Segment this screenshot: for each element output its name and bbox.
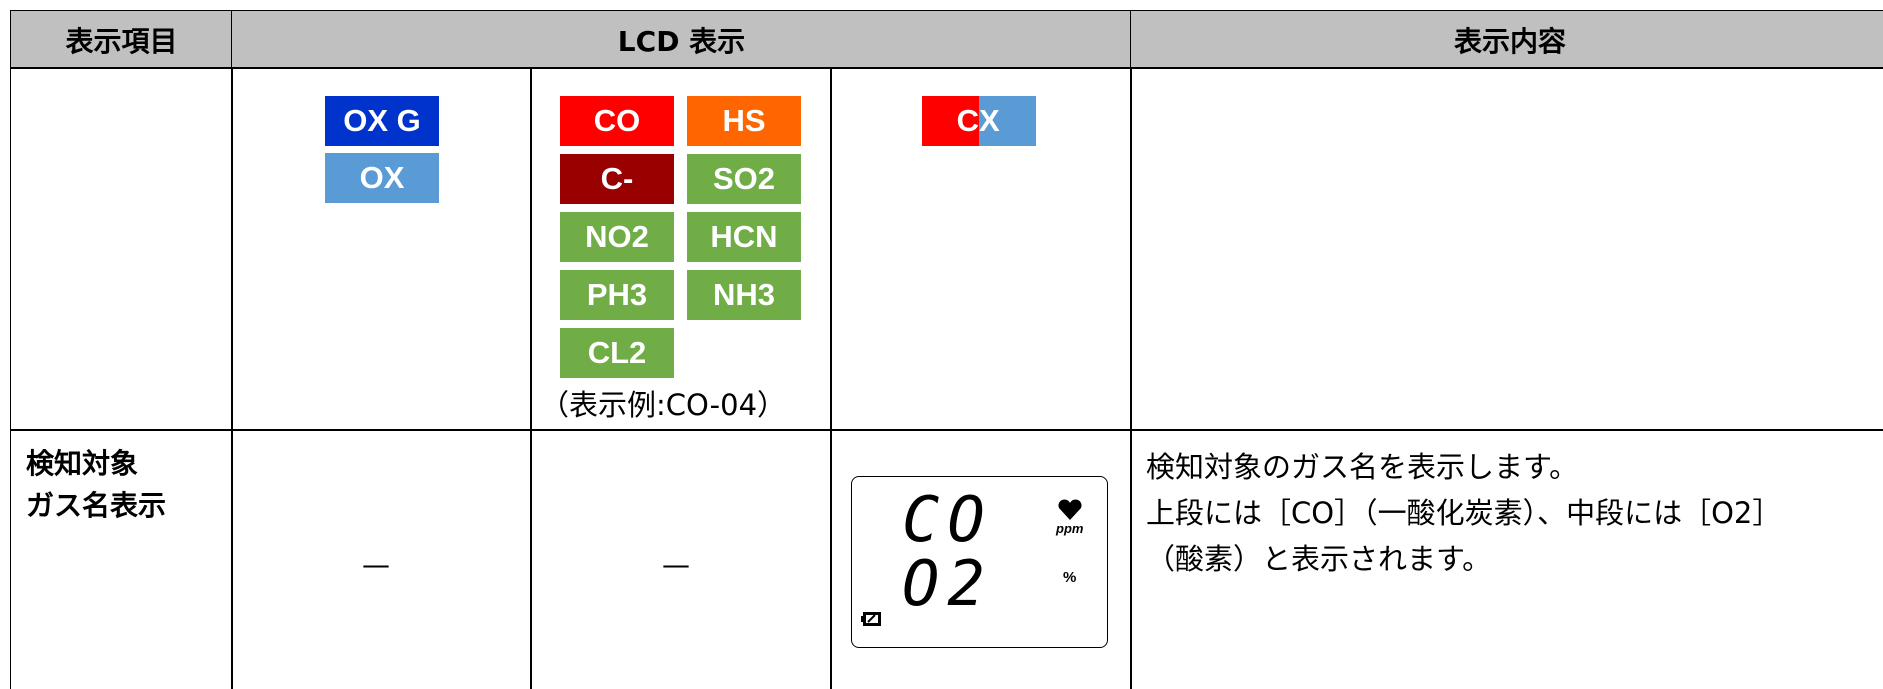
caption: （表示例:CO-04） xyxy=(540,388,787,422)
content-line: （酸素）と表示されます。 xyxy=(1146,542,1492,576)
cell xyxy=(530,67,832,431)
header-cell: 表示項目 xyxy=(10,10,233,69)
lcd-unit: ppm xyxy=(1056,521,1084,536)
gas-badge: NO2 xyxy=(560,212,674,262)
lcd-panel: CO O2 ppm % xyxy=(851,476,1108,648)
content-line: 上段には［CO］（一酸化炭素）、中段には［O2］ xyxy=(1146,496,1782,530)
dash: — xyxy=(362,548,390,581)
header-cell: LCD 表示 xyxy=(231,10,1132,69)
gas-badge: NH3 xyxy=(687,270,801,320)
lcd-lower: O2 xyxy=(902,547,993,620)
gas-badge: SO2 xyxy=(687,154,801,204)
cell xyxy=(830,67,1132,431)
battery-icon xyxy=(861,612,881,626)
gas-badge: X xyxy=(979,96,1036,146)
gas-badge: PH3 xyxy=(560,270,674,320)
header-cell: 表示内容 xyxy=(1130,10,1883,69)
gas-badge: OX xyxy=(325,153,439,203)
dash: — xyxy=(662,548,690,581)
cell xyxy=(10,429,233,689)
gas-badge: C xyxy=(922,96,979,146)
lcd-unit: % xyxy=(1063,569,1077,586)
cell xyxy=(1130,429,1883,689)
cell xyxy=(10,67,233,431)
cell xyxy=(530,429,832,689)
cell xyxy=(830,429,1132,689)
gas-badge: CL2 xyxy=(560,328,674,378)
item-label: 検知対象 xyxy=(26,447,139,480)
cell xyxy=(231,429,532,689)
cell xyxy=(1130,67,1883,431)
lcd-upper: CO xyxy=(902,483,993,556)
gas-badge: HCN xyxy=(687,212,801,262)
heart-icon xyxy=(1058,499,1082,520)
gas-badge: OX G xyxy=(325,96,439,146)
gas-badge: CO xyxy=(560,96,674,146)
gas-badge: HS xyxy=(687,96,801,146)
cell xyxy=(231,67,532,431)
item-label: ガス名表示 xyxy=(26,489,167,522)
gas-badge: C- xyxy=(560,154,674,204)
content-line: 検知対象のガス名を表示します。 xyxy=(1146,450,1579,484)
